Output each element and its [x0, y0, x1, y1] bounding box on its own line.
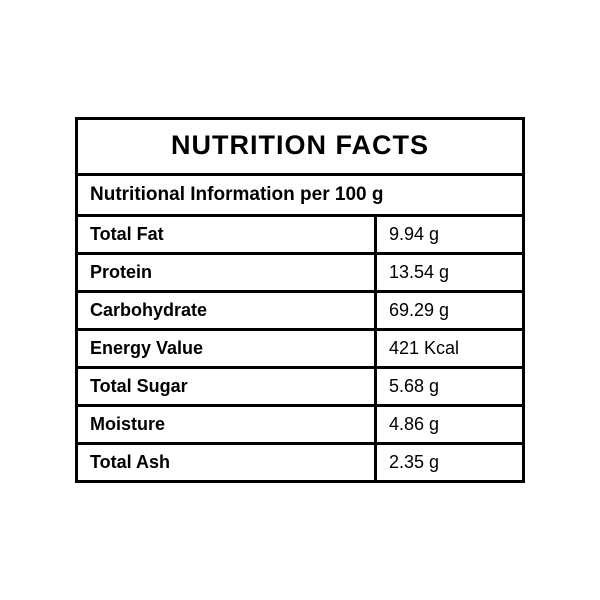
table-row: Total Fat 9.94 g: [78, 217, 522, 254]
nutrient-value: 69.29 g: [375, 292, 522, 330]
nutrient-name: Total Fat: [78, 217, 375, 254]
nutrient-value: 2.35 g: [375, 444, 522, 481]
nutrient-name: Protein: [78, 254, 375, 292]
nutrient-value: 13.54 g: [375, 254, 522, 292]
panel-subtitle: Nutritional Information per 100 g: [78, 176, 522, 217]
nutrient-name: Total Sugar: [78, 368, 375, 406]
nutrient-value: 5.68 g: [375, 368, 522, 406]
nutrient-name: Total Ash: [78, 444, 375, 481]
nutrition-facts-panel: NUTRITION FACTS Nutritional Information …: [75, 117, 525, 483]
table-row: Carbohydrate 69.29 g: [78, 292, 522, 330]
panel-title: NUTRITION FACTS: [78, 120, 522, 176]
nutrient-value: 4.86 g: [375, 406, 522, 444]
table-row: Energy Value 421 Kcal: [78, 330, 522, 368]
nutrient-name: Energy Value: [78, 330, 375, 368]
table-row: Total Ash 2.35 g: [78, 444, 522, 481]
table-row: Protein 13.54 g: [78, 254, 522, 292]
nutrition-table: Total Fat 9.94 g Protein 13.54 g Carbohy…: [78, 217, 522, 480]
table-row: Moisture 4.86 g: [78, 406, 522, 444]
table-row: Total Sugar 5.68 g: [78, 368, 522, 406]
nutrient-value: 9.94 g: [375, 217, 522, 254]
nutrient-name: Carbohydrate: [78, 292, 375, 330]
nutrient-name: Moisture: [78, 406, 375, 444]
nutrient-value: 421 Kcal: [375, 330, 522, 368]
